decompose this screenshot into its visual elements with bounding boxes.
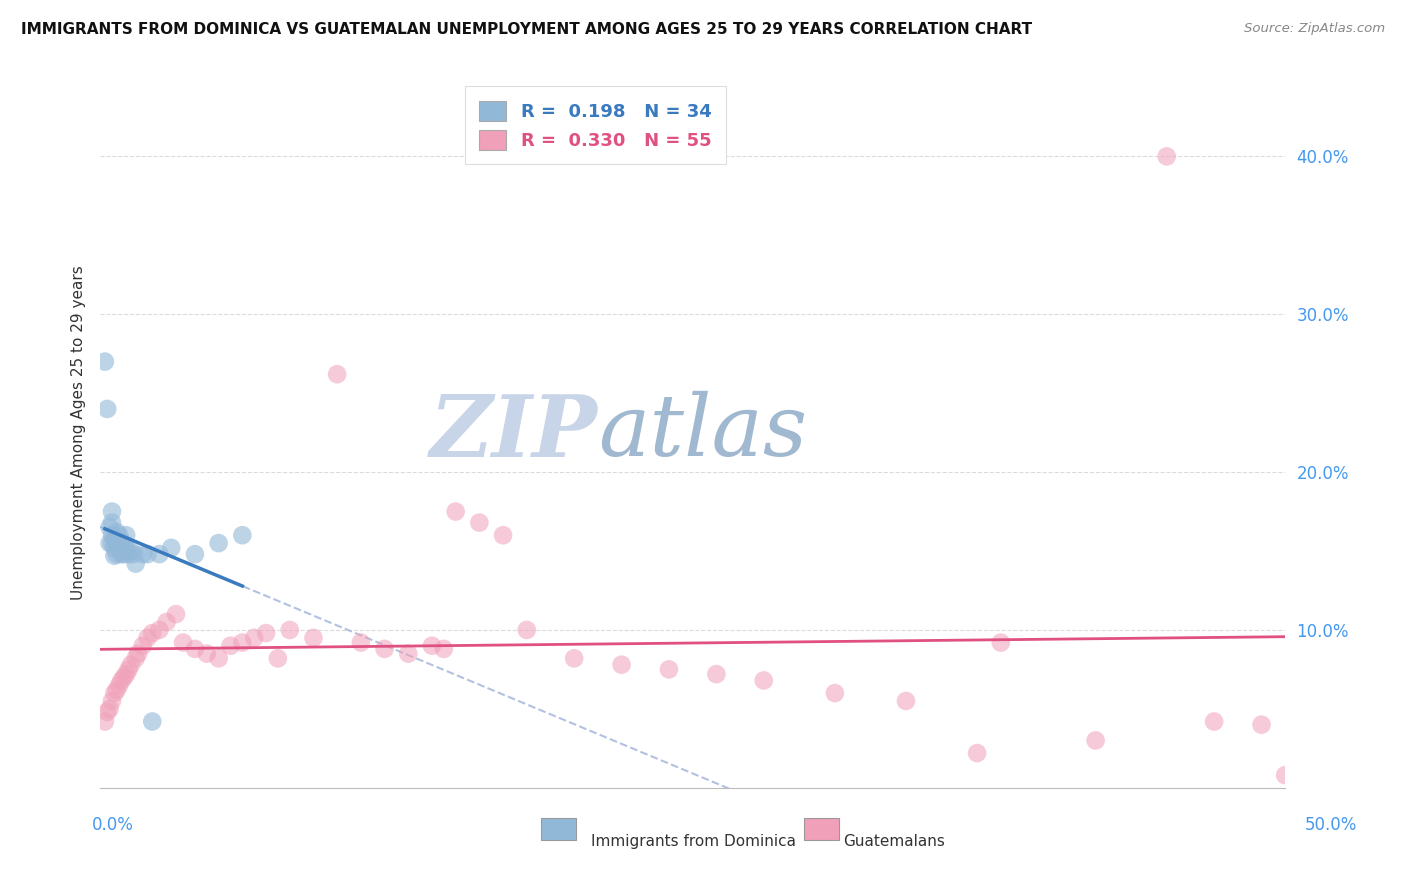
- Point: [110, 547, 132, 561]
- Point: [94, 714, 117, 729]
- Point: [706, 667, 728, 681]
- Point: [101, 694, 124, 708]
- Point: [108, 541, 131, 555]
- Point: [492, 528, 515, 542]
- Point: [396, 647, 419, 661]
- Text: Source: ZipAtlas.com: Source: ZipAtlas.com: [1244, 22, 1385, 36]
- Text: Immigrants from Dominica: Immigrants from Dominica: [591, 834, 796, 849]
- Point: [110, 536, 132, 550]
- Point: [98, 520, 121, 534]
- Point: [96, 401, 118, 416]
- Point: [516, 623, 538, 637]
- Point: [1274, 768, 1296, 782]
- Point: [231, 635, 253, 649]
- Text: ZIP: ZIP: [430, 391, 598, 475]
- Point: [101, 504, 124, 518]
- Point: [824, 686, 846, 700]
- Point: [117, 662, 139, 676]
- Point: [267, 651, 290, 665]
- Point: [125, 651, 148, 665]
- Point: [894, 694, 917, 708]
- Point: [115, 528, 138, 542]
- Legend: R =  0.198   N = 34, R =  0.330   N = 55: R = 0.198 N = 34, R = 0.330 N = 55: [464, 87, 725, 164]
- Point: [966, 746, 988, 760]
- Point: [108, 678, 131, 692]
- Point: [105, 547, 128, 561]
- Point: [1084, 733, 1107, 747]
- Point: [120, 544, 142, 558]
- Point: [132, 639, 155, 653]
- Point: [103, 541, 125, 555]
- Point: [141, 714, 163, 729]
- Point: [122, 547, 145, 561]
- Point: [148, 623, 170, 637]
- Point: [141, 626, 163, 640]
- Point: [94, 354, 117, 368]
- Point: [610, 657, 633, 672]
- Point: [132, 547, 155, 561]
- Point: [105, 682, 128, 697]
- Point: [127, 647, 149, 661]
- Point: [112, 547, 135, 561]
- Point: [115, 541, 138, 555]
- Y-axis label: Unemployment Among Ages 25 to 29 years: Unemployment Among Ages 25 to 29 years: [72, 265, 86, 600]
- Text: atlas: atlas: [598, 392, 807, 474]
- Point: [1156, 149, 1178, 163]
- Point: [278, 623, 301, 637]
- Point: [562, 651, 585, 665]
- Point: [302, 631, 325, 645]
- Point: [165, 607, 187, 622]
- Point: [208, 536, 231, 550]
- Point: [112, 536, 135, 550]
- Point: [326, 368, 349, 382]
- Point: [433, 641, 456, 656]
- Point: [468, 516, 491, 530]
- Point: [96, 705, 118, 719]
- Point: [117, 547, 139, 561]
- Point: [105, 536, 128, 550]
- Point: [101, 516, 124, 530]
- Point: [243, 631, 266, 645]
- Point: [101, 528, 124, 542]
- Point: [103, 549, 125, 563]
- Point: [1250, 717, 1272, 731]
- Point: [231, 528, 253, 542]
- Point: [105, 524, 128, 539]
- Point: [1204, 714, 1226, 729]
- Point: [101, 536, 124, 550]
- Point: [98, 536, 121, 550]
- Text: 0.0%: 0.0%: [91, 816, 134, 834]
- Point: [160, 541, 183, 555]
- Point: [120, 657, 142, 672]
- Point: [136, 547, 159, 561]
- Point: [195, 647, 218, 661]
- Text: 50.0%: 50.0%: [1305, 816, 1357, 834]
- Point: [658, 662, 681, 676]
- Text: Guatemalans: Guatemalans: [844, 834, 945, 849]
- Point: [444, 504, 467, 518]
- Point: [125, 557, 148, 571]
- Point: [254, 626, 277, 640]
- Point: [219, 639, 242, 653]
- Point: [103, 532, 125, 546]
- Point: [752, 673, 775, 688]
- Point: [184, 547, 207, 561]
- Point: [110, 673, 132, 688]
- Point: [98, 702, 121, 716]
- Point: [108, 528, 131, 542]
- Point: [420, 639, 443, 653]
- Point: [350, 635, 373, 649]
- Point: [103, 686, 125, 700]
- Text: IMMIGRANTS FROM DOMINICA VS GUATEMALAN UNEMPLOYMENT AMONG AGES 25 TO 29 YEARS CO: IMMIGRANTS FROM DOMINICA VS GUATEMALAN U…: [21, 22, 1032, 37]
- Point: [208, 651, 231, 665]
- Point: [374, 641, 396, 656]
- Point: [136, 631, 159, 645]
- Point: [148, 547, 170, 561]
- Point: [115, 667, 138, 681]
- Point: [112, 670, 135, 684]
- Point: [184, 641, 207, 656]
- Point: [155, 615, 177, 629]
- Point: [990, 635, 1012, 649]
- Point: [172, 635, 194, 649]
